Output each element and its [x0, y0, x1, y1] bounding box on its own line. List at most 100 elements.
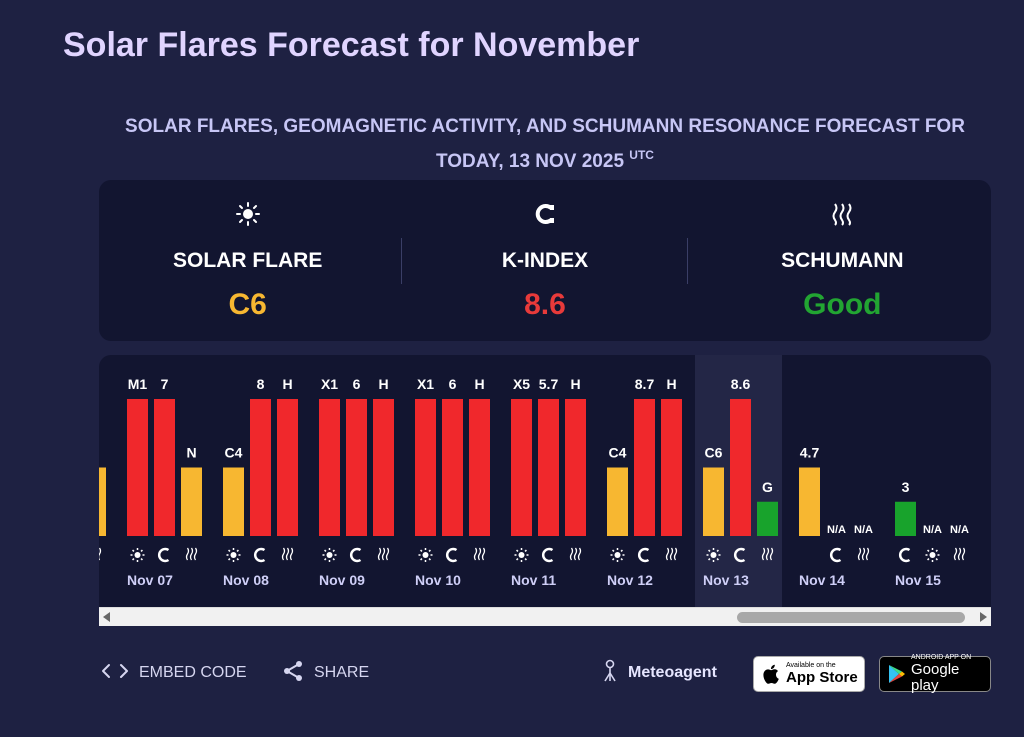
forecast-bar[interactable]	[250, 399, 271, 536]
forecast-bar[interactable]	[538, 399, 559, 536]
waves-icon	[694, 201, 991, 227]
forecast-bar[interactable]	[565, 399, 586, 536]
summary-label: SOLAR FLARE	[173, 249, 323, 272]
waves-icon	[857, 547, 870, 561]
day-group: C6 8.6 G Nov 13	[703, 376, 778, 588]
day-group: 4.7 N/A N/A Nov 14	[799, 445, 873, 588]
forecast-bar[interactable]	[415, 399, 436, 536]
waves-icon	[761, 547, 774, 561]
bar-value-label: N/A	[950, 524, 969, 536]
forecast-bar[interactable]	[469, 399, 490, 536]
bar-value-label: N	[186, 445, 196, 461]
forecast-chart: M1 7 N Nov 07 C4 8 H Nov 08 X1 6 H Nov 09 X1 6 H Nov 10…	[99, 355, 991, 607]
day-group: 3 N/A N/A Nov 15	[895, 479, 969, 588]
share-label: SHARE	[314, 664, 370, 681]
bar-value-label: 5.7	[539, 376, 559, 392]
day-date-label: Nov 09	[319, 572, 365, 588]
sun-icon	[322, 548, 337, 562]
subtitle-text: SOLAR FLARES, GEOMAGNETIC ACTIVITY, AND …	[125, 116, 965, 172]
waves-icon	[377, 547, 390, 561]
apple-badge-big-text: App Store	[786, 669, 858, 686]
waves-icon	[185, 547, 198, 561]
forecast-bar[interactable]	[511, 399, 532, 536]
bar-value-label: X5	[513, 376, 530, 392]
meteoagent-logo-icon	[602, 659, 618, 688]
day-group: C4 8.7 H Nov 12	[607, 376, 682, 588]
day-date-label: Nov 07	[127, 572, 173, 588]
divider	[401, 238, 402, 284]
apple-badge-small-text: Available on the	[786, 662, 836, 669]
bar-value-label: H	[570, 376, 580, 392]
bar-value-label: 8.6	[731, 376, 751, 392]
embed-code-button[interactable]: EMBED CODE	[101, 662, 247, 684]
day-date-label: Nov 15	[895, 572, 941, 588]
forecast-bar[interactable]	[154, 399, 175, 536]
forecast-bar[interactable]	[346, 399, 367, 536]
forecast-bar[interactable]	[181, 467, 202, 537]
bar-value-label: N/A	[827, 524, 846, 536]
app-store-badge[interactable]: Available on the App Store	[753, 656, 865, 692]
forecast-bar[interactable]	[799, 467, 820, 537]
summary-solar-flare: SOLAR FLARE C6	[99, 180, 396, 341]
day-date-label: Nov 10	[415, 572, 461, 588]
waves-icon	[99, 547, 102, 561]
forecast-bar[interactable]	[127, 399, 148, 536]
meteoagent-link[interactable]: Meteoagent	[602, 659, 717, 684]
google-badge-big-text: Google play	[911, 661, 960, 694]
sun-icon	[514, 548, 529, 562]
day-group: X1 6 H Nov 09	[319, 376, 394, 588]
bar-value-label: H	[666, 376, 676, 392]
google-play-badge[interactable]: ANDROID APP ON Google play	[879, 654, 991, 694]
forecast-bar[interactable]	[634, 399, 655, 536]
share-icon	[282, 660, 304, 687]
forecast-bar[interactable]	[730, 399, 751, 536]
google-badge-small-text: ANDROID APP ON	[911, 654, 972, 661]
magnet-icon	[158, 547, 170, 563]
sun-icon	[610, 548, 625, 562]
scroll-thumb[interactable]	[737, 612, 965, 623]
bar-value-label: N/A	[923, 524, 942, 536]
bar-value-label: N/A	[854, 524, 873, 536]
bar-value-label: 8	[257, 376, 265, 392]
forecast-bar[interactable]	[757, 501, 778, 536]
chart-scrollbar[interactable]	[99, 607, 991, 626]
day-date-label: Nov 13	[703, 572, 749, 588]
summary-value: C6	[228, 288, 267, 321]
magnet-icon	[638, 547, 650, 563]
meteoagent-brand: Meteoagent	[628, 664, 717, 681]
apple-icon	[763, 664, 779, 684]
forecast-bar[interactable]	[373, 399, 394, 536]
summary-label: SCHUMANN	[781, 249, 904, 272]
magnet-icon	[830, 547, 842, 563]
scroll-left-arrow-icon[interactable]	[103, 612, 110, 622]
magnet-icon	[396, 201, 693, 227]
forecast-bar[interactable]	[223, 467, 244, 537]
sun-icon	[418, 548, 433, 562]
day-date-label: Nov 08	[223, 572, 269, 588]
bar-value-label: 6	[449, 376, 457, 392]
magnet-icon	[734, 547, 746, 563]
google-play-icon	[888, 664, 906, 684]
divider	[687, 238, 688, 284]
share-button[interactable]: SHARE	[282, 660, 370, 687]
sun-icon	[706, 548, 721, 562]
bar-value-label: G	[762, 479, 773, 495]
day-date-label: Nov 14	[799, 572, 845, 588]
bar-value-label: M1	[128, 376, 148, 392]
waves-icon	[281, 547, 294, 561]
waves-icon	[665, 547, 678, 561]
scroll-right-arrow-icon[interactable]	[980, 612, 987, 622]
forecast-bar[interactable]	[277, 399, 298, 536]
magnet-icon	[254, 547, 266, 563]
waves-icon	[473, 547, 486, 561]
forecast-bar[interactable]	[661, 399, 682, 536]
forecast-bar[interactable]	[442, 399, 463, 536]
bar-value-label: H	[282, 376, 292, 392]
forecast-bar[interactable]	[703, 467, 724, 537]
forecast-bar[interactable]	[319, 399, 340, 536]
forecast-bar[interactable]	[99, 467, 106, 537]
forecast-bar[interactable]	[607, 467, 628, 537]
forecast-bar[interactable]	[895, 501, 916, 536]
day-group: X5 5.7 H Nov 11	[511, 376, 586, 588]
bar-value-label: C6	[705, 445, 723, 461]
